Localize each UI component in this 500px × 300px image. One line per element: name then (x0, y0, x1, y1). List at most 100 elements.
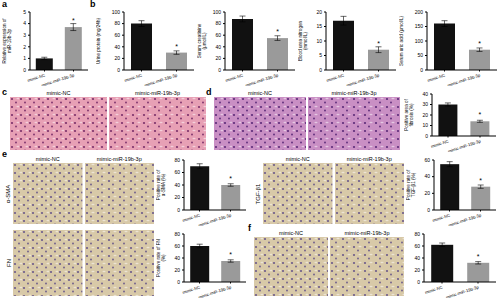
html-text:mimic-NC: mimic-NC (35, 156, 60, 162)
html-text:TGF-β1: TGF-β1 (255, 183, 262, 204)
svg-text:100: 100 (213, 9, 222, 15)
svg-text:mimic-miR-19b-3p: mimic-miR-19b-3p (447, 138, 482, 152)
svg-text:20: 20 (215, 55, 221, 61)
svg-text:mimic-miR-19b-3p: mimic-miR-19b-3p (447, 72, 482, 86)
svg-text:0: 0 (117, 67, 120, 73)
svg-text:150: 150 (415, 23, 424, 29)
svg-text:Blood urea nitrogen(mmol/L): Blood urea nitrogen(mmol/L) (298, 21, 308, 62)
svg-text:mimic-NC: mimic-NC (26, 72, 46, 83)
svg-text:*: * (229, 175, 232, 182)
svg-text:0: 0 (420, 67, 423, 73)
svg-text:mimic-NC: mimic-NC (430, 139, 449, 149)
svg-text:0: 0 (218, 67, 221, 73)
svg-text:10: 10 (422, 122, 428, 128)
svg-text:20: 20 (174, 267, 180, 273)
svg-text:mimic-NC: mimic-NC (432, 213, 451, 223)
svg-text:*: * (479, 111, 482, 118)
svg-text:80: 80 (174, 231, 180, 237)
svg-text:*: * (229, 251, 232, 258)
svg-text:10: 10 (316, 38, 322, 44)
svg-text:Positive rate of FN(%): Positive rate of FN(%) (156, 239, 166, 277)
svg-text:20: 20 (316, 9, 322, 15)
svg-text:mimic-NC: mimic-NC (427, 73, 446, 83)
html-text:FN: FN (5, 259, 12, 267)
svg-text:*: * (175, 43, 178, 50)
svg-text:200: 200 (415, 9, 424, 15)
svg-text:60: 60 (114, 32, 120, 38)
svg-text:*: * (276, 28, 279, 35)
svg-text:60: 60 (174, 243, 180, 249)
html-text:mimic-miR-19b-3p: mimic-miR-19b-3p (96, 156, 142, 162)
svg-text:mimic-NC: mimic-NC (326, 73, 345, 83)
svg-text:4: 4 (23, 20, 26, 26)
svg-text:Relative expression ofmiR-19b-: Relative expression ofmiR-19b-3p (8, 18, 12, 64)
svg-text:*: * (377, 40, 380, 47)
svg-text:40: 40 (215, 44, 221, 50)
svg-text:mimic-NC: mimic-NC (182, 213, 201, 223)
svg-text:100: 100 (415, 38, 424, 44)
svg-text:0: 0 (177, 279, 180, 285)
svg-text:60: 60 (414, 243, 420, 249)
svg-text:80: 80 (215, 20, 221, 26)
svg-text:60: 60 (215, 32, 221, 38)
svg-text:3: 3 (23, 32, 26, 38)
svg-text:mimic-miR-19b-3p: mimic-miR-19b-3p (198, 212, 233, 226)
html-text:mimic-NC: mimic-NC (46, 90, 71, 96)
svg-text:40: 40 (174, 182, 180, 188)
svg-text:40: 40 (174, 255, 180, 261)
svg-text:*: * (479, 177, 482, 184)
svg-text:mimic-miR-19b-3p: mimic-miR-19b-3p (245, 72, 280, 86)
svg-text:*: * (478, 40, 481, 47)
svg-text:5: 5 (23, 9, 26, 15)
svg-text:0: 0 (319, 67, 322, 73)
svg-text:40: 40 (114, 44, 120, 50)
svg-text:Serum uric acid (μmol/L): Serum uric acid (μmol/L) (399, 15, 404, 66)
svg-text:50: 50 (417, 52, 423, 58)
svg-text:20: 20 (114, 55, 120, 61)
svg-text:mimic-NC: mimic-NC (225, 73, 244, 83)
svg-text:Urine protein (mg/24h): Urine protein (mg/24h) (96, 18, 101, 64)
svg-text:2: 2 (23, 44, 26, 50)
svg-text:80: 80 (174, 157, 180, 163)
html-text:mimic-miR-19b-3p: mimic-miR-19b-3p (135, 90, 180, 96)
svg-text:mimic-miR-19b-3p: mimic-miR-19b-3p (445, 284, 480, 298)
svg-text:Positive rate ofTGF-β1 (%): Positive rate ofTGF-β1 (%) (406, 169, 416, 200)
html-text:mimic-miR-19b-3p: mimic-miR-19b-3p (331, 90, 377, 96)
svg-text:mimic-miR-19b-3p: mimic-miR-19b-3p (346, 72, 381, 86)
svg-text:mimic-NC: mimic-NC (124, 73, 143, 83)
svg-text:mimic-miR-19b-3p: mimic-miR-19b-3p (41, 72, 76, 86)
svg-text:40: 40 (414, 255, 420, 261)
svg-text:20: 20 (422, 112, 428, 118)
svg-text:mimic-miR-19b-3p: mimic-miR-19b-3p (448, 212, 483, 226)
svg-text:1: 1 (23, 55, 26, 61)
svg-text:Positive rate ofα-SMA (%): Positive rate ofα-SMA (%) (156, 169, 166, 200)
svg-text:*: * (72, 17, 75, 24)
svg-text:20: 20 (424, 190, 430, 196)
svg-text:30: 30 (422, 101, 428, 107)
svg-text:Serum creatinine(μmol/L): Serum creatinine(μmol/L) (197, 23, 207, 58)
svg-text:0: 0 (177, 207, 180, 213)
svg-text:*: * (477, 253, 480, 260)
svg-text:Positive area offibrosis (%): Positive area offibrosis (%) (404, 98, 414, 130)
svg-text:mimic-miR-19b-3p: mimic-miR-19b-3p (144, 72, 179, 86)
svg-text:0: 0 (425, 133, 428, 139)
svg-text:0: 0 (427, 207, 430, 213)
svg-text:0: 0 (417, 279, 420, 285)
svg-text:40: 40 (422, 91, 428, 97)
html-text:mimic-NC: mimic-NC (247, 90, 273, 96)
html-text:α-SMA: α-SMA (5, 184, 12, 203)
svg-text:5: 5 (319, 52, 322, 58)
svg-text:60: 60 (424, 157, 430, 163)
svg-text:60: 60 (174, 169, 180, 175)
svg-text:20: 20 (174, 194, 180, 200)
svg-text:mimic-NC: mimic-NC (424, 285, 443, 295)
svg-text:100: 100 (112, 9, 121, 15)
svg-text:20: 20 (414, 267, 420, 273)
svg-text:mimic-miR-19b-3p: mimic-miR-19b-3p (198, 284, 233, 298)
svg-text:40: 40 (424, 173, 430, 179)
svg-text:0: 0 (23, 67, 26, 73)
svg-text:15: 15 (316, 23, 322, 29)
svg-text:mimic-NC: mimic-NC (182, 285, 201, 295)
svg-text:80: 80 (114, 20, 120, 26)
svg-text:80: 80 (414, 231, 420, 237)
